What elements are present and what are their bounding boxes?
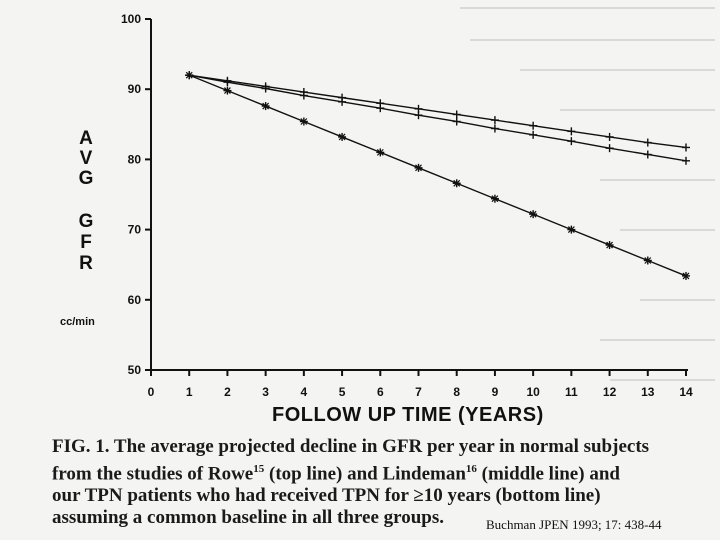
chart-series-lines: [188, 74, 687, 277]
ylabel-letter-a: A: [79, 128, 93, 149]
data-point-series-1: [490, 116, 499, 125]
data-point-series-2: [299, 91, 308, 100]
caption-line-2-b: (top line) and Lindeman: [264, 463, 466, 485]
data-point-series-3: [452, 179, 461, 188]
data-point-series-3: [414, 163, 423, 172]
data-point-series-3: [299, 117, 308, 126]
data-point-series-3: [261, 102, 270, 111]
data-point-series-2: [223, 78, 232, 87]
citation-text: Buchman JPEN 1993; 17: 438-44: [486, 517, 662, 532]
series-line-1: [189, 74, 687, 149]
data-point-series-2: [490, 124, 499, 133]
data-point-series-3: [185, 71, 194, 80]
caption-line-2-a: from the studies of Rowe: [52, 463, 254, 485]
data-point-series-3: [490, 194, 499, 203]
y-tick-label: 80: [128, 152, 142, 166]
ylabel-letter-v: V: [79, 148, 93, 169]
caption-line-3: our TPN patients who had received TPN fo…: [52, 485, 601, 507]
x-tick-label: 1: [186, 385, 193, 399]
y-unit-label: cc/min: [60, 316, 95, 328]
ylabel-letter-g: G: [78, 168, 94, 189]
series-line-2: [189, 74, 687, 162]
data-point-series-1: [682, 143, 690, 152]
data-point-series-3: [643, 256, 652, 265]
y-tick-label: 90: [128, 82, 142, 96]
caption-line-2-c: (middle line) and: [476, 463, 620, 485]
data-point-series-1: [605, 132, 614, 141]
data-point-series-2: [376, 104, 385, 113]
chart-markers: [185, 71, 690, 280]
ylabel-letter-r: R: [79, 253, 93, 274]
x-tick-label: 12: [603, 385, 617, 399]
data-point-series-1: [452, 110, 461, 119]
figure-caption: FIG. 1. The average projected decline in…: [52, 436, 712, 529]
x-tick-label: 14: [679, 385, 693, 399]
data-point-series-3: [605, 241, 614, 250]
x-tick-label: 5: [339, 385, 346, 399]
data-point-series-2: [338, 97, 347, 106]
data-point-series-2: [452, 117, 461, 126]
x-tick-label: 0: [148, 385, 155, 399]
caption-line-2: from the studies of Rowe15 (top line) an…: [52, 458, 712, 485]
x-tick-label: 9: [492, 385, 499, 399]
series-line-3: [188, 74, 687, 277]
data-point-series-2: [605, 144, 614, 153]
data-point-series-2: [529, 130, 538, 139]
x-tick-label: 10: [526, 385, 540, 399]
data-point-series-3: [682, 271, 690, 280]
data-point-series-3: [338, 132, 347, 141]
y-tick-label: 60: [128, 293, 142, 307]
x-tick-label: 3: [262, 385, 269, 399]
data-point-series-2: [261, 84, 270, 93]
data-point-series-2: [682, 156, 690, 165]
x-tick-label: 8: [453, 385, 460, 399]
caption-line-4: assuming a common baseline in all three …: [52, 507, 445, 529]
ylabel-letter-g2: G: [78, 211, 94, 232]
x-tick-label: 7: [415, 385, 422, 399]
ylabel-letter-f: F: [80, 232, 92, 253]
x-axis-title: FOLLOW UP TIME (YEARS): [272, 404, 544, 426]
data-point-series-3: [529, 210, 538, 219]
data-point-series-1: [567, 127, 576, 136]
x-tick-label: 2: [224, 385, 231, 399]
x-tick-label: 11: [565, 385, 578, 399]
y-tick-label: 50: [128, 363, 142, 377]
x-tick-label: 6: [377, 385, 384, 399]
chart-axes: [150, 19, 688, 371]
y-tick-label: 100: [121, 12, 141, 26]
data-point-series-2: [567, 137, 576, 146]
x-tick-label: 13: [641, 385, 655, 399]
data-point-series-3: [376, 148, 385, 157]
caption-ref-15: 15: [253, 463, 265, 475]
data-point-series-3: [223, 86, 232, 95]
y-tick-label: 70: [128, 223, 142, 237]
data-point-series-1: [643, 138, 652, 147]
x-tick-label: 4: [301, 385, 308, 399]
data-point-series-1: [529, 121, 538, 130]
caption-line-1: FIG. 1. The average projected decline in…: [52, 436, 650, 457]
data-point-series-2: [643, 150, 652, 159]
data-point-series-3: [567, 225, 576, 234]
caption-ref-16: 16: [465, 463, 477, 475]
data-point-series-2: [414, 111, 423, 120]
